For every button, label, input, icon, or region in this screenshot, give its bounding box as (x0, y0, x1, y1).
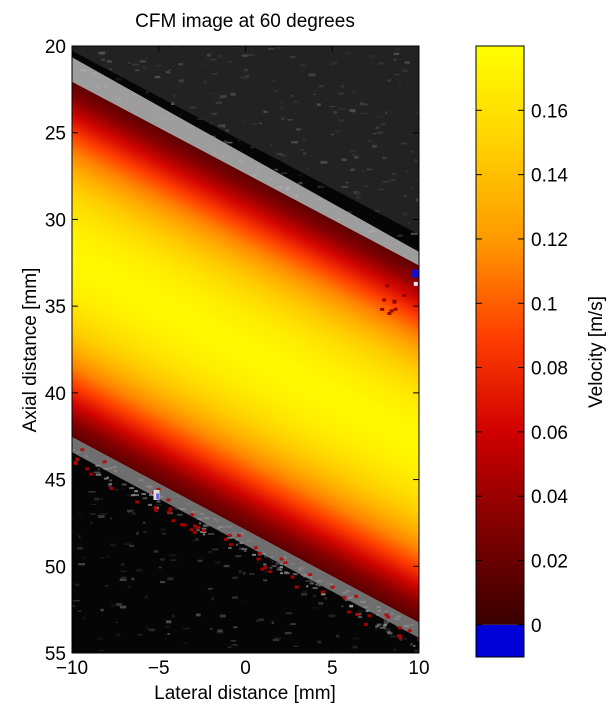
y-tick-label: 20 (45, 37, 66, 58)
colorbar-tick-label: 0.04 (531, 487, 568, 508)
vessel-flow-region (72, 80, 419, 624)
x-tick-label: 10 (408, 658, 429, 679)
colorbar-negative-segment (476, 624, 524, 657)
upper-vessel-wall (72, 57, 419, 266)
y-tick-label: 45 (45, 471, 66, 492)
upper-tissue-band (72, 46, 419, 235)
x-axis-label: Lateral distance [mm] (154, 683, 336, 704)
y-axis-label: Axial distance [mm] (20, 268, 41, 433)
y-tick-label: 50 (45, 557, 66, 578)
colorbar-frame (475, 45, 525, 658)
colorbar-tick-label: 0.02 (531, 552, 568, 573)
colorbar-tick-label: 0.16 (531, 101, 568, 122)
y-tick-label: 55 (45, 644, 66, 665)
colorbar-gradient (476, 46, 524, 625)
x-axis: −10 −5 0 5 10 (56, 46, 430, 679)
colorbar-tick-label: 0 (531, 616, 542, 637)
x-tick-label: −5 (148, 658, 170, 679)
chart-title: CFM image at 60 degrees (135, 11, 355, 32)
y-tick-label: 40 (45, 384, 66, 405)
colorbar-tick-label: 0.1 (531, 294, 557, 315)
colorbar-ticks: 0 0.02 0.04 0.06 0.08 0.1 0.12 0.14 0.16 (476, 101, 568, 637)
x-tick-label: 0 (240, 658, 251, 679)
colorbar-tick-label: 0.08 (531, 359, 568, 380)
x-tick-label: 5 (327, 658, 338, 679)
colorbar-tick-label: 0.12 (531, 230, 568, 251)
y-tick-label: 25 (45, 124, 66, 145)
colorbar-tick-label: 0.06 (531, 423, 568, 444)
y-tick-label: 35 (45, 297, 66, 318)
x-tick-label: −10 (56, 658, 88, 679)
y-axis: 20 25 30 35 40 45 50 55 (45, 37, 419, 665)
colorbar-tick-label: 0.14 (531, 166, 568, 187)
y-tick-label: 30 (45, 210, 66, 231)
colorbar: 0 0.02 0.04 0.06 0.08 0.1 0.12 0.14 0.16 Velocit… (475, 45, 607, 658)
colorbar-label: Velocity [m/s] (586, 296, 607, 408)
flow-artifacts (73, 268, 419, 642)
plot-area (72, 46, 419, 653)
